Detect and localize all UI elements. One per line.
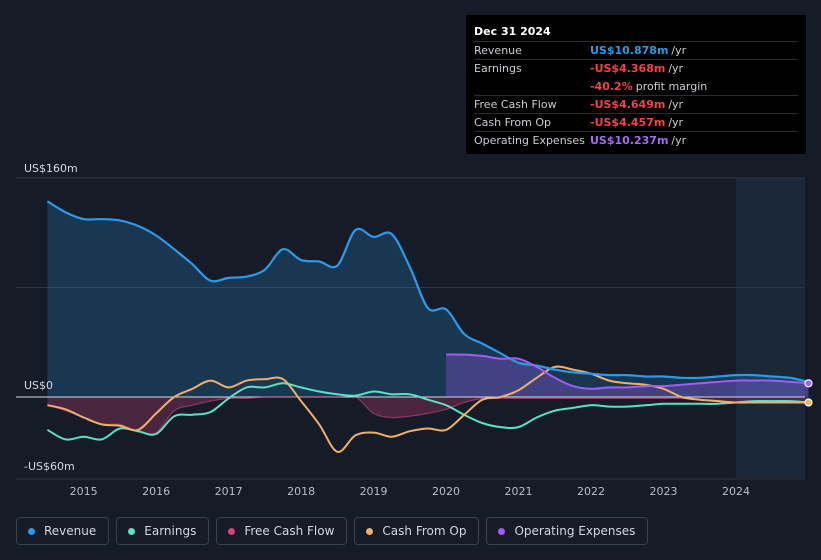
tooltip-row-cash-from-op: Cash From Op -US$4.457m /yr bbox=[474, 113, 798, 131]
tooltip-unit: /yr bbox=[668, 116, 684, 130]
cfo-line bbox=[47, 365, 809, 453]
x-tick-label: 2023 bbox=[650, 485, 678, 498]
x-tick-label: 2019 bbox=[360, 485, 388, 498]
legend-label: Revenue bbox=[44, 524, 97, 538]
tooltip-unit: /yr bbox=[671, 134, 687, 148]
tooltip-unit: /yr bbox=[671, 44, 687, 57]
x-tick-label: 2017 bbox=[215, 485, 243, 498]
y-axis-label: US$0 bbox=[24, 379, 53, 392]
x-tick-label: 2018 bbox=[287, 485, 315, 498]
tooltip-label bbox=[474, 78, 590, 95]
legend-label: Operating Expenses bbox=[514, 524, 636, 538]
tooltip-row-revenue: Revenue US$10.878m /yr bbox=[474, 41, 798, 59]
y-axis-label: -US$60m bbox=[24, 460, 75, 473]
x-tick-label: 2021 bbox=[505, 485, 533, 498]
tooltip-unit: /yr bbox=[668, 62, 684, 76]
legend-item-operating-expenses[interactable]: Operating Expenses bbox=[486, 517, 649, 545]
tooltip-value: US$10.878m bbox=[590, 44, 669, 57]
x-tick-label: 2016 bbox=[142, 485, 170, 498]
fcf-line bbox=[47, 395, 809, 435]
tooltip-label: Free Cash Flow bbox=[474, 97, 557, 111]
opex-line bbox=[446, 353, 809, 390]
earnings-line bbox=[46, 382, 809, 441]
tooltip-unit: /yr bbox=[668, 97, 684, 111]
tooltip-panel: Dec 31 2024 Revenue US$10.878m /yr Earni… bbox=[466, 15, 806, 154]
tooltip-label: Cash From Op bbox=[474, 116, 552, 130]
tooltip-value: US$10.237m bbox=[590, 134, 669, 148]
legend-item-free-cash-flow[interactable]: Free Cash Flow bbox=[216, 517, 348, 545]
free-cash-flow-dot-icon bbox=[228, 527, 236, 535]
chart-legend: Revenue Earnings Free Cash Flow Cash Fro… bbox=[16, 517, 655, 545]
tooltip-value: -US$4.368m bbox=[590, 62, 666, 76]
tooltip-value: -US$4.649m bbox=[590, 97, 666, 111]
tooltip-unit: profit margin bbox=[635, 79, 708, 93]
x-tick-label: 2015 bbox=[70, 485, 98, 498]
tooltip-row-free-cash-flow: Free Cash Flow -US$4.649m /yr bbox=[474, 94, 798, 113]
legend-label: Free Cash Flow bbox=[244, 524, 335, 538]
tooltip-value: -40.2% bbox=[590, 79, 633, 93]
tooltip-date: Dec 31 2024 bbox=[474, 25, 551, 38]
tooltip-label: Operating Expenses bbox=[474, 134, 585, 148]
tooltip-value: -US$4.457m bbox=[590, 116, 666, 130]
free-cash-flow-area bbox=[47, 395, 809, 435]
legend-item-cash-from-op[interactable]: Cash From Op bbox=[354, 517, 480, 545]
revenue-dot-icon bbox=[28, 527, 35, 535]
legend-label: Cash From Op bbox=[382, 524, 467, 538]
tooltip-label: Revenue bbox=[474, 44, 522, 57]
revenue-area bbox=[47, 201, 809, 397]
operating-expenses-dot-icon bbox=[498, 527, 506, 535]
opex-end-marker bbox=[804, 379, 813, 388]
x-tick-label: 2024 bbox=[722, 485, 750, 498]
tooltip-label: Earnings bbox=[474, 62, 522, 76]
revenue-line bbox=[46, 200, 809, 383]
legend-item-earnings[interactable]: Earnings bbox=[116, 517, 210, 545]
cfo-end-marker bbox=[804, 398, 813, 407]
cash-from-op-dot-icon bbox=[366, 527, 374, 535]
x-tick-label: 2022 bbox=[577, 485, 605, 498]
operating-expenses-area bbox=[446, 354, 809, 397]
tooltip-row-operating-expenses: Operating Expenses US$10.237m /yr bbox=[474, 131, 798, 149]
tooltip-row-earnings: Earnings -US$4.368m /yr bbox=[474, 59, 798, 77]
earnings-dot-icon bbox=[128, 527, 136, 535]
highlight-band bbox=[735, 178, 805, 478]
y-axis-label: US$160m bbox=[24, 162, 78, 175]
legend-label: Earnings bbox=[144, 524, 197, 538]
tooltip-row-profit-margin: -40.2% profit margin bbox=[474, 78, 798, 95]
legend-item-revenue[interactable]: Revenue bbox=[16, 517, 110, 545]
x-tick-label: 2020 bbox=[432, 485, 460, 498]
